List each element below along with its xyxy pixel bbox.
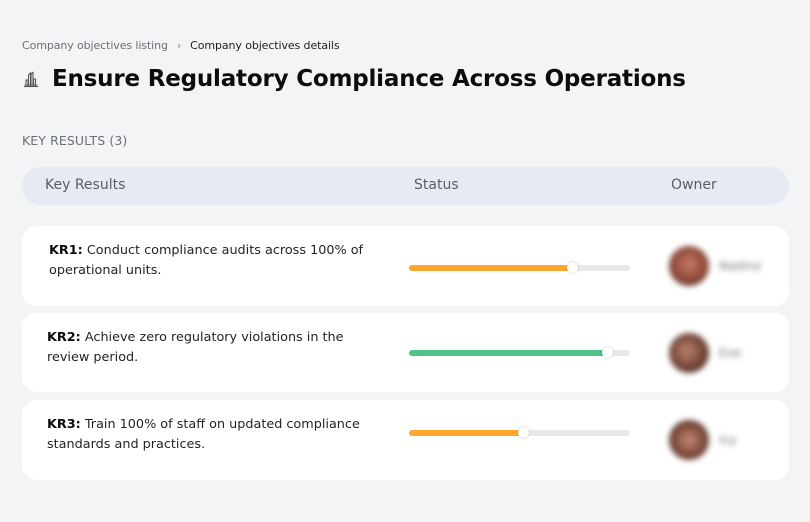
avatar <box>669 246 709 286</box>
progress-handle[interactable] <box>601 347 613 358</box>
buildings-icon <box>22 69 42 89</box>
column-header-owner: Owner <box>671 177 717 193</box>
avatar <box>669 333 709 373</box>
progress-handle[interactable] <box>566 262 578 273</box>
progress-fill <box>409 350 608 356</box>
key-results-table-header: Key Results Status Owner <box>22 167 789 205</box>
progress-fill <box>409 430 524 436</box>
progress-bar[interactable] <box>409 262 630 273</box>
owner-name: Nadine <box>719 259 762 273</box>
breadcrumb-link-objectives-listing[interactable]: Company objectives listing <box>22 39 168 52</box>
breadcrumb-separator: › <box>176 39 182 52</box>
key-result-row-kr1[interactable]: KR1: Conduct compliance audits across 10… <box>22 226 789 306</box>
key-result-id: KR2: <box>47 330 81 345</box>
progress-handle[interactable] <box>517 427 529 438</box>
key-result-text: Train 100% of staff on updated complianc… <box>47 417 360 452</box>
column-header-key-results: Key Results <box>45 177 126 193</box>
key-result-row-kr3[interactable]: KR3: Train 100% of staff on updated comp… <box>22 400 789 480</box>
key-result-description: KR3: Train 100% of staff on updated comp… <box>47 415 377 455</box>
key-result-description: KR1: Conduct compliance audits across 10… <box>49 241 379 281</box>
owner[interactable]: Nadine <box>669 246 761 286</box>
progress-fill <box>409 265 573 271</box>
owner[interactable]: Eve <box>669 333 741 373</box>
avatar <box>669 420 709 460</box>
breadcrumb-current-page: Company objectives details <box>190 39 340 52</box>
progress-bar[interactable] <box>409 347 630 358</box>
owner-name: Eve <box>719 346 742 360</box>
key-result-text: Conduct compliance audits across 100% of… <box>49 243 364 278</box>
key-result-row-kr2[interactable]: KR2: Achieve zero regulatory violations … <box>22 313 789 392</box>
breadcrumb: Company objectives listing › Company obj… <box>22 39 340 52</box>
owner[interactable]: Ivy <box>669 420 737 460</box>
key-result-text: Achieve zero regulatory violations in th… <box>47 330 344 365</box>
page-title: Ensure Regulatory Compliance Across Oper… <box>52 66 686 92</box>
column-header-status: Status <box>414 177 459 193</box>
progress-bar[interactable] <box>409 427 630 438</box>
key-result-description: KR2: Achieve zero regulatory violations … <box>47 328 377 368</box>
key-result-id: KR1: <box>49 243 83 258</box>
owner-name: Ivy <box>719 433 737 447</box>
page-header: Ensure Regulatory Compliance Across Oper… <box>22 66 686 92</box>
key-result-id: KR3: <box>47 417 81 432</box>
key-results-count-label: KEY RESULTS (3) <box>22 133 128 148</box>
